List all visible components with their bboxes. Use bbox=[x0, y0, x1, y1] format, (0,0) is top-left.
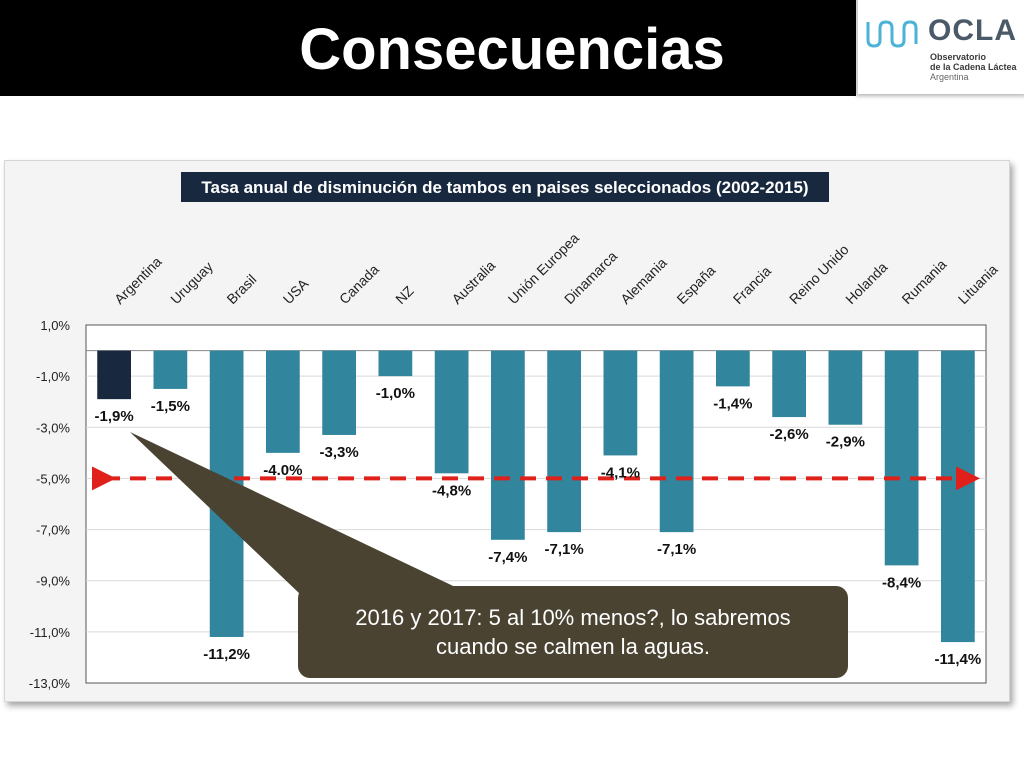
category-label: Reino Unido bbox=[786, 241, 852, 307]
bar-canada bbox=[322, 350, 356, 435]
y-tick-label: -9,0% bbox=[36, 574, 70, 589]
bar-rumania bbox=[884, 350, 919, 566]
y-tick-label: -13,0% bbox=[29, 676, 71, 691]
logo-line-1: Observatorio bbox=[930, 52, 987, 62]
data-label: -1,9% bbox=[95, 408, 134, 425]
data-labels: -1,9% -1,5% -11,2% -4.0% -3,3% -1,0% -4,8% -7,4… bbox=[95, 385, 982, 668]
callout-text: 2016 y 2017: 5 al 10% menos?, lo sabremo… bbox=[298, 586, 848, 678]
category-label: Brasil bbox=[223, 271, 259, 307]
data-label: -11,4% bbox=[935, 651, 982, 668]
category-label: Rumania bbox=[898, 256, 949, 307]
category-label: Argentina bbox=[111, 253, 165, 307]
bar-lituania bbox=[941, 350, 975, 643]
chart-title-text: Tasa anual de disminución de tambos en p… bbox=[201, 178, 808, 197]
bar-nz bbox=[378, 350, 413, 377]
category-labels: Argentina Uruguay Brasil USA Canada NZ Austral… bbox=[111, 230, 1001, 308]
data-label: -2,6% bbox=[770, 426, 809, 443]
slide-title: Consecuencias bbox=[299, 17, 725, 82]
callout-pointer bbox=[130, 432, 470, 594]
data-label: -1,4% bbox=[713, 395, 752, 412]
data-label: -7,1% bbox=[545, 541, 584, 558]
chart-title-box bbox=[181, 172, 829, 202]
y-axis: 1,0% -1,0% -3,0% -5,0% -7,0% -9,0% -11,0% -13,0… bbox=[29, 318, 71, 691]
wave-logo-icon bbox=[866, 20, 918, 48]
logo-line-3: Argentina bbox=[930, 72, 969, 82]
callout-line-1: 2016 y 2017: 5 al 10% menos?, lo sabremo… bbox=[355, 605, 791, 630]
data-label: -7,4% bbox=[488, 549, 527, 566]
category-label: Australia bbox=[448, 257, 498, 307]
bars bbox=[97, 350, 975, 643]
bar-alemania bbox=[603, 350, 638, 456]
category-label: Uruguay bbox=[167, 258, 216, 307]
category-label: Alemania bbox=[617, 254, 670, 307]
y-tick-label: -3,0% bbox=[36, 420, 70, 435]
category-label: Francia bbox=[730, 263, 774, 307]
y-tick-label: -1,0% bbox=[36, 369, 70, 384]
callout-box bbox=[298, 586, 848, 678]
ocla-logo: OCLA Observatorio de la Cadena Láctea Ar… bbox=[856, 0, 1024, 94]
y-tick-label: 1,0% bbox=[40, 318, 70, 333]
title-bar bbox=[0, 0, 856, 96]
bar-holanda bbox=[828, 350, 863, 425]
bar-usa bbox=[266, 350, 300, 453]
y-tick-label: -11,0% bbox=[30, 625, 71, 640]
y-tick-label: -7,0% bbox=[36, 523, 70, 538]
logo-subtitle: Observatorio de la Cadena Láctea Argenti… bbox=[930, 52, 1017, 82]
bar-españa bbox=[659, 350, 694, 533]
category-label: USA bbox=[280, 275, 312, 307]
data-label: -11,2% bbox=[203, 646, 250, 663]
category-label: Lituania bbox=[955, 261, 1001, 307]
data-label: -3,3% bbox=[320, 444, 359, 461]
category-label: Dinamarca bbox=[561, 248, 620, 307]
data-label: -8,4% bbox=[882, 574, 921, 591]
bar-unión-europea bbox=[491, 350, 525, 540]
callout-line-2: cuando se calmen la aguas. bbox=[436, 634, 710, 659]
data-label: -4,1% bbox=[601, 464, 640, 481]
category-label: Holanda bbox=[842, 259, 890, 307]
data-label: -4.0% bbox=[263, 462, 302, 479]
data-label: -1,5% bbox=[151, 398, 190, 415]
data-label: -4,8% bbox=[432, 482, 471, 499]
bar-dinamarca bbox=[547, 350, 581, 533]
bar-reino-unido bbox=[772, 350, 806, 418]
category-label: NZ bbox=[392, 282, 417, 307]
category-label: España bbox=[673, 262, 718, 307]
bar-uruguay bbox=[153, 350, 188, 389]
bar-francia bbox=[716, 350, 750, 387]
y-tick-label: -5,0% bbox=[36, 471, 70, 486]
logo-name: OCLA bbox=[928, 14, 1017, 47]
data-label: -1,0% bbox=[376, 385, 415, 402]
category-label: Canada bbox=[336, 261, 382, 307]
bar-australia bbox=[434, 350, 469, 474]
data-label: -2,9% bbox=[826, 434, 865, 451]
logo-line-2: de la Cadena Láctea bbox=[930, 62, 1017, 72]
data-label: -7,1% bbox=[657, 541, 696, 558]
chart-title: Tasa anual de disminución de tambos en p… bbox=[181, 172, 829, 202]
bar-argentina bbox=[97, 350, 131, 400]
